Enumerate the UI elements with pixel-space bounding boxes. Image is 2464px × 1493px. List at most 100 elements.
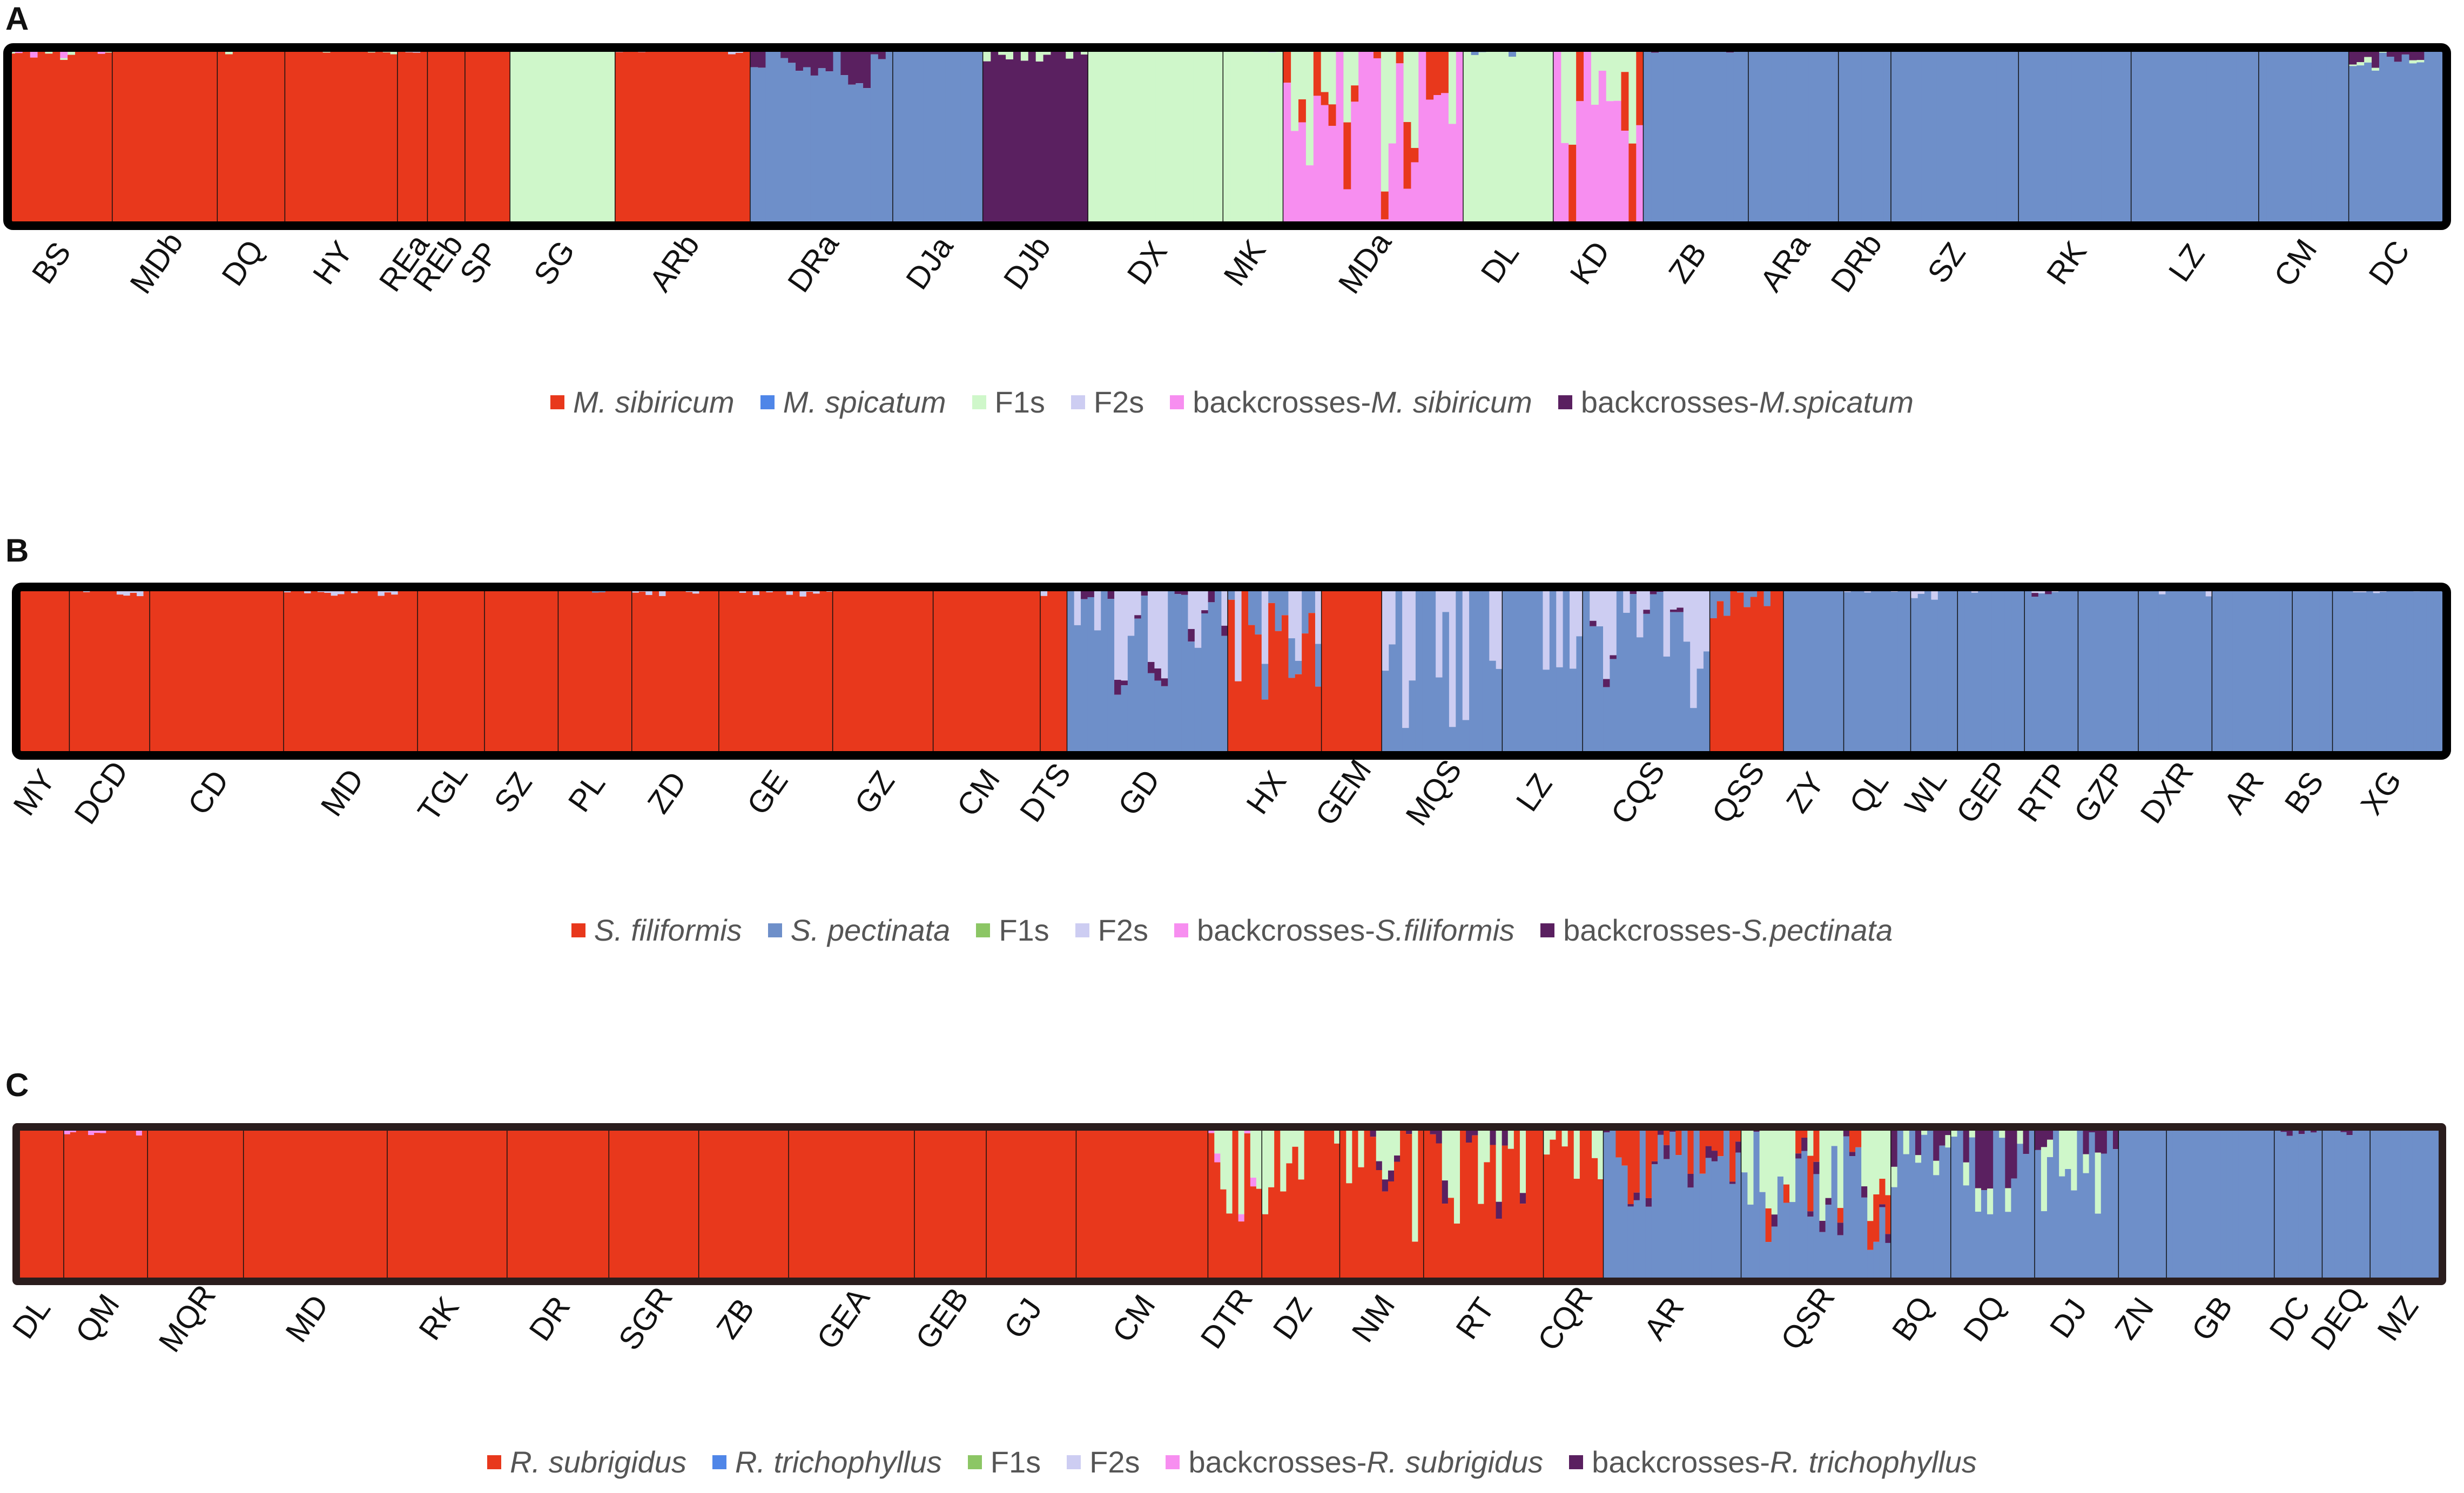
bar-segment [344,587,352,755]
bar-segment [271,587,278,755]
bar-segment [2394,62,2402,226]
bar-segment [2400,587,2407,755]
bar-segment [945,49,954,226]
bar-segment [2286,1127,2293,1136]
bar-segment [307,48,316,226]
bar-segment [1174,594,1182,755]
population-label: ZB [1662,237,1714,289]
bar-segment [1651,1161,1658,1165]
bar-segment [1879,1179,1886,1205]
bar-segment [1724,587,1731,616]
bar-segment [1637,587,1644,638]
bar-segment [712,587,720,755]
bar-segment [630,51,638,226]
bar-segment [1717,1156,1724,1281]
bar-segment [1382,1127,1389,1180]
bar-segment [1370,1127,1377,1137]
bar-segment [1855,1147,1862,1281]
bar-segment [136,1127,143,1136]
bar-segment [537,1127,544,1281]
bar-segment [2412,1127,2419,1281]
bar-segment [759,1127,766,1281]
population-GD [1067,587,1229,755]
bar-segment [60,59,68,226]
population-CQR [1544,1127,1604,1281]
bar-segment [465,48,474,226]
bar-segment [1748,48,1757,226]
bar-segment [1364,1127,1371,1281]
bar-segment [1568,145,1577,226]
bar-segment [1963,1127,1970,1163]
bar-segment [2041,48,2050,226]
bar-segment [2017,1144,2024,1281]
bar-segment [1094,1127,1101,1281]
bar-segment [2310,1132,2317,1281]
panel-b-legend: S. filiformis S. pectinata F1s F2s backcross… [0,913,2464,948]
bar-segment [1891,1166,1898,1187]
bar-segment [1448,48,1457,124]
population-MD [284,587,419,755]
bar-segment [1163,48,1172,226]
bar-segment [90,49,98,226]
population-LZ [1503,587,1584,755]
bar-segment [2281,48,2290,226]
bar-segment [177,587,184,755]
bar-segment [1313,96,1322,226]
bar-segment [525,588,533,755]
bar-segment [130,1127,137,1281]
population-label: MDa [1331,225,1398,300]
bar-segment [549,1127,556,1281]
bar-segment [1696,587,1704,669]
bar-segment [1160,1127,1167,1281]
population-GEA [789,1127,915,1281]
population-label: ARa [1753,227,1817,298]
legend-item: R. subrigidus [487,1444,686,1480]
bar-segment [495,1127,502,1281]
bar-segment [1471,55,1479,226]
bar-segment [232,1127,238,1281]
bar-segment [1573,1127,1580,1179]
bar-segment [1819,1220,1826,1232]
legend-label: M. spicatum [783,385,946,419]
bar-segment [1161,686,1168,755]
bar-segment [2051,592,2059,755]
bar-segment [752,595,760,755]
bar-segment [2289,48,2297,226]
bar-segment [866,587,874,755]
bar-segment [1486,51,1494,226]
bar-segment [1154,668,1162,681]
bar-segment [405,52,413,226]
bar-segment [1711,1161,1718,1281]
bar-segment [1879,1204,1886,1207]
bar-segment [1268,603,1276,755]
bar-segment [615,1127,622,1281]
bar-segment [1987,1127,1994,1189]
bar-segment [2219,587,2226,755]
bar-segment [1302,633,1309,755]
bar-segment [2065,1169,2071,1281]
bar-segment [519,1127,526,1281]
bar-segment [555,1127,562,1281]
bar-segment [2083,1154,2090,1173]
bar-segment [1081,54,1089,226]
bar-segment [2418,1127,2425,1281]
bar-segment [2358,1127,2365,1281]
bar-segment [1472,1127,1478,1136]
bar-segment [1598,71,1607,226]
population-label: MD [279,1288,335,1348]
bar-segment [1411,162,1419,226]
population-label: GE [740,764,795,821]
population-label: RK [412,1291,466,1347]
population-DXR [2138,587,2213,755]
bar-segment [2138,587,2146,755]
bar-segment [217,587,224,755]
bar-segment [2131,1127,2137,1281]
bar-segment [2214,1127,2221,1281]
bar-segment [1202,1127,1209,1281]
bar-segment [723,1127,730,1281]
bar-segment [1436,1143,1443,1281]
bar-segment [1351,48,1359,86]
bar-segment [1771,1214,1778,1227]
legend-label: F1s [999,913,1049,947]
bar-segment [1418,1127,1425,1281]
